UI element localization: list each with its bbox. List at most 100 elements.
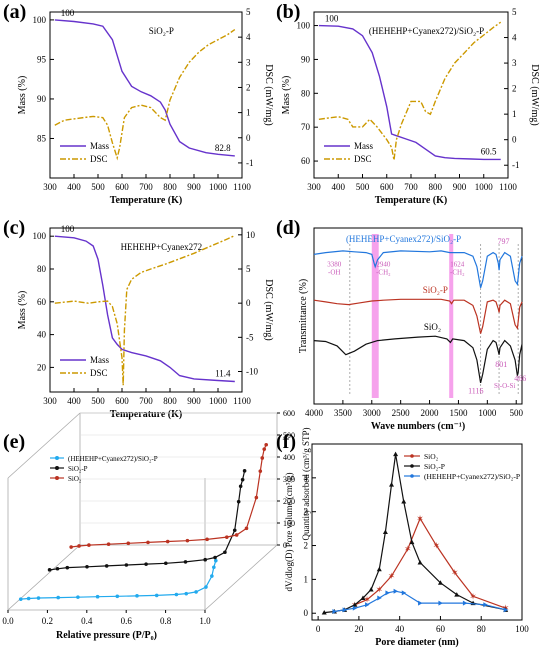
x-tick-label: 1000 [478, 408, 497, 418]
peak-label: 1624 -CH₂ [450, 261, 465, 277]
x-tick-label: 600 [115, 396, 129, 406]
isotherm-point [213, 555, 217, 560]
y2-axis-label: DSC (mW/mg) [263, 64, 274, 125]
ftir-line [313, 335, 523, 384]
panel-b: (b) 300 400 500 600 700 800 900 1000 11006070809… [276, 1, 540, 206]
mass-line [54, 235, 235, 383]
panel-label-a: (a) [3, 1, 26, 23]
x-tick-label: 600 [380, 182, 394, 192]
isotherm-point [225, 535, 229, 539]
isotherm-point [194, 590, 198, 594]
isotherm-point [154, 593, 159, 598]
y2-tick-label: 1 [512, 109, 517, 119]
y2-axis-label: DSC (mW/mg) [263, 279, 274, 340]
z-axis-label: Quantity adsorbed (cm³/g STP) [301, 428, 311, 541]
x-tick-label: 20 [354, 624, 364, 634]
panel-c: (c) 300 400 500 600 700 800 900 1000 11002040608… [3, 217, 274, 420]
x-tick-label: 600 [115, 182, 129, 192]
psd-point: ✶ [469, 591, 477, 601]
plot-frame [313, 227, 523, 405]
isotherm-point [65, 565, 70, 570]
x-tick-label: 1500 [449, 408, 468, 418]
isotherm-point [69, 545, 73, 549]
peak-label-801: 801 [495, 360, 507, 369]
isotherm-point [236, 499, 241, 504]
y-tick-label: 85 [37, 133, 47, 143]
isotherm-point [55, 566, 60, 571]
x-tick-label: 100 [515, 624, 529, 634]
x-tick-label: 1100 [499, 182, 517, 192]
y2-tick-label: 3 [512, 58, 517, 68]
y-tick-label: 90 [37, 94, 47, 104]
legend-dsc-label: DSC [354, 154, 372, 164]
panel-f: (f) 0 20 40 60 80 100 0 1 2 3 4 Pore diameter (nm) d… [276, 431, 529, 648]
psd-point [454, 592, 460, 597]
legend-marker [55, 476, 59, 480]
isotherm-point [26, 596, 31, 601]
ftir-line [313, 298, 523, 334]
y2-tick-label: 2 [512, 84, 517, 94]
isotherm-point [184, 591, 189, 596]
series-label-top: (HEHEHP+Cyanex272)/SiO₂-P [346, 234, 461, 244]
plot-frame [49, 227, 243, 393]
y-axis-label: Mass (%) [17, 291, 28, 330]
highlight-band [449, 234, 454, 398]
y-tick-label: 70 [301, 122, 311, 132]
psd-point [352, 605, 358, 611]
isotherm-point [185, 538, 190, 543]
psd-point [382, 529, 388, 534]
isotherm-point [244, 526, 249, 531]
y2-tick-label: 4 [246, 32, 251, 42]
isotherm-point [203, 557, 207, 562]
isotherm-point [264, 442, 269, 447]
isotherm-point [238, 484, 243, 489]
start-value-label: 100 [61, 224, 75, 234]
psd-point [418, 600, 423, 606]
x-tick-label: 500 [509, 408, 523, 418]
y-tick-label: 90 [301, 54, 311, 64]
psd-point [417, 559, 423, 565]
isotherm-point [106, 542, 111, 546]
x-tick-label: 3000 [363, 408, 382, 418]
psd-point [377, 595, 382, 601]
x-axis-label: Pore diameter (nm) [375, 637, 459, 648]
isotherm-point [212, 565, 216, 570]
y-axis-label: dV/dlog(D) Pore volume (cm³/g) [284, 473, 294, 592]
psd-point: ✶ [376, 585, 384, 595]
x-tick-label: 0.0 [2, 616, 14, 626]
x-tick-label: 700 [139, 182, 153, 192]
legend-marker [410, 464, 414, 468]
x-tick-label: 1100 [233, 396, 251, 406]
series-label-bot: SiO₂ [424, 322, 441, 332]
z-tick-label: 500 [283, 431, 295, 440]
plot-frame [311, 443, 523, 621]
psd-point [360, 595, 366, 600]
isotherm-point [260, 456, 265, 460]
isotherm-point [174, 592, 179, 597]
x-tick-label: 2500 [392, 408, 411, 418]
panel-label-e: (e) [3, 431, 25, 453]
isotherm-point [258, 469, 263, 473]
isotherm-point [232, 528, 237, 533]
psd-point [393, 588, 399, 594]
x-tick-label: 1000 [475, 182, 494, 192]
x-tick-label: 700 [139, 396, 153, 406]
sample-label: SiO₂-P [149, 26, 174, 36]
psd-point [332, 609, 337, 615]
x-tick-label: 800 [163, 396, 177, 406]
end-value-label: 82.8 [215, 143, 231, 153]
isotherm-point [56, 595, 60, 600]
isotherm-point [87, 543, 91, 547]
y-tick-label: 2 [304, 541, 309, 551]
x-tick-label: 1100 [233, 182, 251, 192]
panel-label-c: (c) [3, 217, 25, 239]
z-tick-label: 100 [283, 519, 295, 528]
panel-label-b: (b) [276, 1, 300, 23]
psd-line [334, 590, 506, 613]
peak-label-466: 466 [514, 374, 526, 383]
x-axis-label: Wave numbers (cm⁻¹) [371, 421, 465, 432]
psd-point [389, 482, 395, 487]
psd-point [321, 610, 327, 615]
x-tick-label: 400 [332, 182, 346, 192]
